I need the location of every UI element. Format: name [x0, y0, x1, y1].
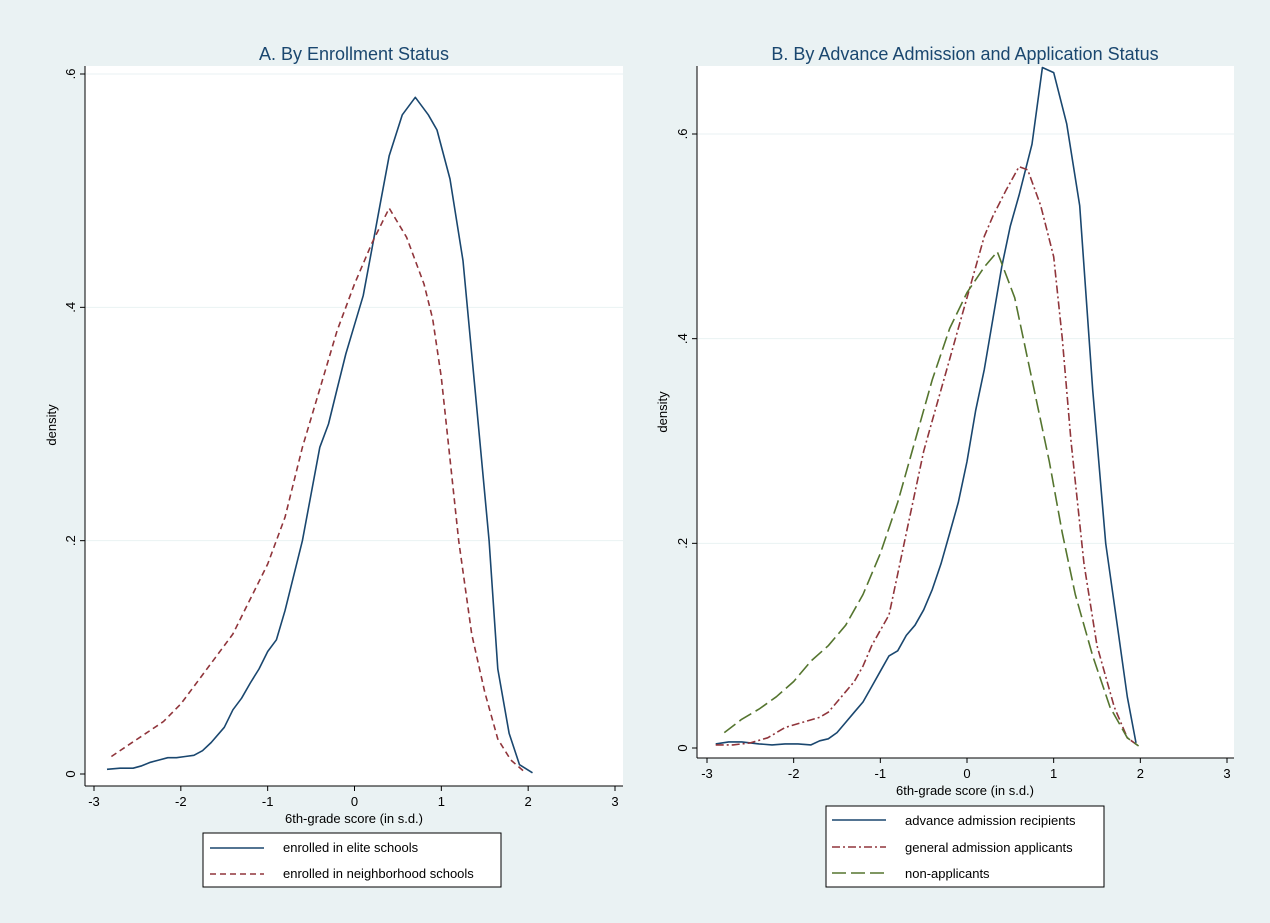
panel-b-y-tick-label: 0 [675, 744, 690, 751]
panel-b-title: B. By Advance Admission and Application … [771, 44, 1158, 64]
panel-a-y-tick-label: 0 [63, 770, 78, 777]
panel-b-x-tick-label: -2 [788, 766, 800, 781]
panel-a-x-tick-label: -1 [262, 794, 274, 809]
panel-a-legend-box [202, 832, 502, 888]
panel-b-x-tick-label: -1 [875, 766, 887, 781]
panel-a-y-tick-label: .2 [63, 535, 78, 546]
panel-b-y-axis-label: density [655, 391, 670, 433]
panel-b-x-tick-label: 2 [1137, 766, 1144, 781]
panel-b-x-tick-label: 1 [1050, 766, 1057, 781]
panel-a-x-tick-label: 1 [438, 794, 445, 809]
panel-a-legend-label-elite: enrolled in elite schools [283, 840, 419, 855]
panel-a-series-line-2 [110, 207, 527, 774]
panel-a-x-tick-label: 3 [611, 794, 618, 809]
panel-a-y-axis-label: density [44, 404, 59, 446]
panel-b-legend-label-non-applicants: non-applicants [905, 866, 990, 881]
panel-b-y-tick-label: .4 [675, 333, 690, 344]
panel-b-legend-label-general: general admission applicants [905, 840, 1073, 855]
panel-a-legend: enrolled in elite schools enrolled in ne… [202, 832, 502, 888]
panel-b-plot-area [697, 66, 1234, 758]
panel-b: B. By Advance Admission and Application … [655, 44, 1234, 888]
panel-a-legend-label-neighborhood: enrolled in neighborhood schools [283, 866, 474, 881]
panel-a-y-tick-label: .6 [63, 69, 78, 80]
panel-a: A. By Enrollment Status 0 .2 .4 .6 -3 -2 -1 0 1 2… [44, 44, 623, 888]
panel-a-x-tick-label: -2 [175, 794, 187, 809]
panel-b-x-tick-label: 0 [963, 766, 970, 781]
panel-b-x-tick-label: 3 [1223, 766, 1230, 781]
panel-a-x-tick-label: 2 [525, 794, 532, 809]
panel-b-y-tick-label: .6 [675, 129, 690, 140]
panel-a-y-tick-label: .4 [63, 302, 78, 313]
panel-a-plot-area [85, 66, 623, 786]
panel-b-y-tick-label: .2 [675, 538, 690, 549]
panel-b-series-line-2 [715, 165, 1140, 747]
panel-b-legend: advance admission recipients general adm… [825, 805, 1105, 888]
panel-a-series-line-1 [106, 96, 533, 774]
panel-a-title: A. By Enrollment Status [259, 44, 449, 64]
panel-b-legend-label-advance: advance admission recipients [905, 813, 1076, 828]
panel-a-x-tick-label: -3 [88, 794, 100, 809]
panel-b-x-tick-label: -3 [701, 766, 713, 781]
panel-b-series-line-1 [715, 66, 1137, 746]
panel-a-x-tick-label: 0 [351, 794, 358, 809]
panel-a-x-axis-label: 6th-grade score (in s.d.) [285, 811, 423, 826]
panel-b-x-axis-label: 6th-grade score (in s.d.) [896, 783, 1034, 798]
